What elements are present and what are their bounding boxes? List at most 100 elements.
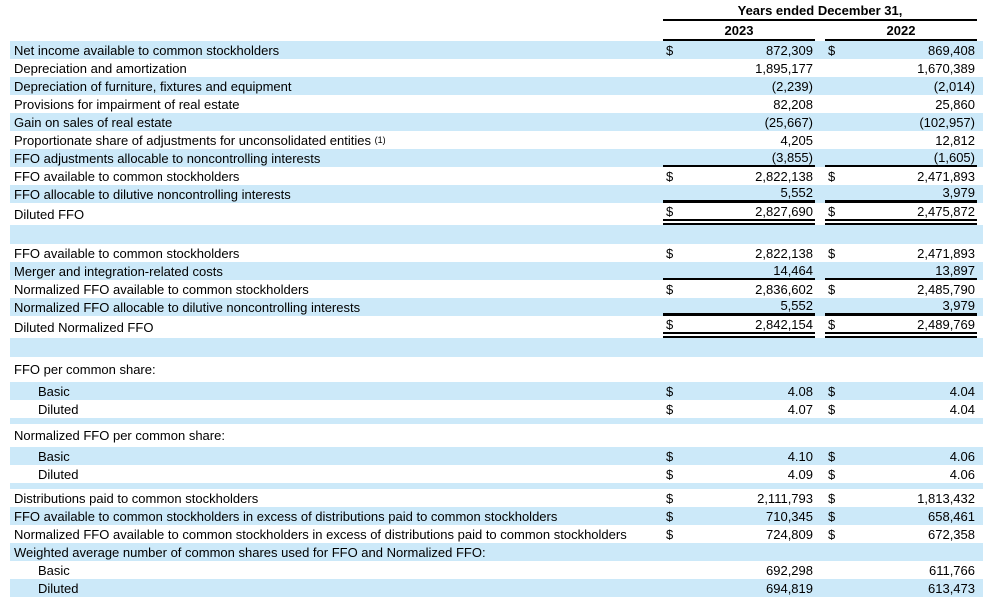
value-2022: 3,979 <box>942 298 975 313</box>
value-2022: (2,014) <box>933 78 975 94</box>
right-pad <box>977 298 983 316</box>
value-2022: 1,813,432 <box>917 490 975 506</box>
value-2023: 872,309 <box>766 42 813 58</box>
col-2023-cell: (3,855) <box>663 149 815 167</box>
dollar-sign-2023: $ <box>666 42 674 58</box>
right-pad <box>977 167 983 185</box>
col-2023-cell: $4.09 <box>663 465 815 483</box>
col-2023-cell: $872,309 <box>663 41 815 59</box>
table-row: FFO allocable to dilutive noncontrolling… <box>10 185 983 203</box>
row-label: FFO adjustments allocable to noncontroll… <box>14 150 321 166</box>
row-label: Depreciation and amortization <box>14 60 187 76</box>
dollar-sign-2022: $ <box>828 42 836 58</box>
table-header-columns: 2023 2022 <box>10 21 983 41</box>
table-body: Net income available to common stockhold… <box>0 41 996 597</box>
thin-row <box>10 418 983 424</box>
row-label: Diluted <box>38 466 79 482</box>
col-2023-cell: (2,239) <box>663 77 815 95</box>
column-header-2023: 2023 <box>663 21 815 41</box>
table-row: Diluted FFO $2,827,690 $2,475,872 <box>10 203 983 225</box>
col-2022-cell: 1,670,389 <box>825 59 977 77</box>
column-gap <box>815 185 825 203</box>
dollar-sign-2023: $ <box>666 383 674 399</box>
table-row: Depreciation and amortization 1,895,177 1,… <box>10 59 983 77</box>
col-2023-cell: $4.08 <box>663 382 815 400</box>
value-2022: 4.04 <box>949 401 975 417</box>
column-gap <box>815 41 825 59</box>
table-row: Normalized FFO available to common stock… <box>10 280 983 298</box>
row-label: Diluted <box>38 580 79 596</box>
value-2023: 724,809 <box>766 526 813 542</box>
value-2023: 2,822,138 <box>755 245 813 261</box>
blank-row <box>10 338 983 357</box>
row-label: Normalized FFO per common share: <box>14 428 225 443</box>
column-gap <box>815 447 825 465</box>
dollar-sign-2022: $ <box>828 401 836 417</box>
value-2023: (25,667) <box>764 114 813 130</box>
table-row: Merger and integration-related costs 14,4… <box>10 262 983 280</box>
blank-row <box>10 225 983 244</box>
table-row: FFO adjustments allocable to noncontroll… <box>10 149 983 167</box>
header-spacer <box>10 21 663 41</box>
col-2023-cell: 4,205 <box>663 131 815 149</box>
dollar-sign-2022: $ <box>828 281 836 297</box>
table-row: Depreciation of furniture, fixtures and … <box>10 77 983 95</box>
column-gap <box>815 298 825 316</box>
column-gap <box>815 149 825 167</box>
table-row: Distributions paid to common stockholder… <box>10 489 983 507</box>
row-label: Depreciation of furniture, fixtures and … <box>14 78 292 94</box>
value-2022: 658,461 <box>928 508 975 524</box>
col-2022-cell: 13,897 <box>825 262 977 280</box>
col-2022-cell: 3,979 <box>825 185 977 203</box>
col-2023-cell: $2,842,154 <box>663 316 815 338</box>
value-2023: 5,552 <box>780 298 813 313</box>
column-gap <box>815 579 825 597</box>
right-pad <box>977 579 983 597</box>
col-2022-cell: $4.06 <box>825 447 977 465</box>
column-gap <box>815 507 825 525</box>
right-pad <box>977 113 983 131</box>
years-ended-header: Years ended December 31, <box>663 0 977 21</box>
dollar-sign-2022: $ <box>828 168 836 184</box>
table-row: Net income available to common stockhold… <box>10 41 983 59</box>
value-2023: (3,855) <box>771 149 813 165</box>
right-pad <box>977 465 983 483</box>
right-pad <box>977 280 983 298</box>
col-2023-cell: 5,552 <box>663 185 815 203</box>
row-label: Net income available to common stockhold… <box>14 42 280 58</box>
value-2022: 2,489,769 <box>917 316 975 332</box>
table-row: Provisions for impairment of real estate… <box>10 95 983 113</box>
col-2022-cell: (1,605) <box>825 149 977 167</box>
value-2022: 2,471,893 <box>917 245 975 261</box>
col-2023-cell: 5,552 <box>663 298 815 316</box>
col-2023-cell: $4.07 <box>663 400 815 418</box>
dollar-sign-2022: $ <box>828 245 836 261</box>
dollar-sign-2023: $ <box>666 281 674 297</box>
value-2022: 4.06 <box>949 466 975 482</box>
col-2022-cell: $658,461 <box>825 507 977 525</box>
dollar-sign-2023: $ <box>666 401 674 417</box>
row-label: FFO available to common stockholders <box>14 245 240 261</box>
column-header-2022: 2022 <box>825 21 977 41</box>
value-2022: 4.06 <box>949 448 975 464</box>
col-2023-cell: 82,208 <box>663 95 815 113</box>
right-pad <box>977 95 983 113</box>
col-2023-cell: 14,464 <box>663 262 815 280</box>
dollar-sign-2023: $ <box>666 490 674 506</box>
value-2022: 2,471,893 <box>917 168 975 184</box>
row-label: FFO per common share: <box>14 362 156 377</box>
value-2022: 2,485,790 <box>917 281 975 297</box>
value-2022: 869,408 <box>928 42 975 58</box>
value-2023: 4.10 <box>787 448 813 464</box>
column-gap <box>815 489 825 507</box>
value-2023: 710,345 <box>766 508 813 524</box>
col-2022-cell: $2,485,790 <box>825 280 977 298</box>
column-gap <box>815 131 825 149</box>
column-gap <box>815 167 825 185</box>
col-2022-cell: $1,813,432 <box>825 489 977 507</box>
col-2022-cell: (2,014) <box>825 77 977 95</box>
value-2022: 13,897 <box>935 262 975 278</box>
column-gap <box>815 113 825 131</box>
table-row: Normalized FFO available to common stock… <box>10 525 983 543</box>
row-label: Diluted <box>38 401 79 417</box>
